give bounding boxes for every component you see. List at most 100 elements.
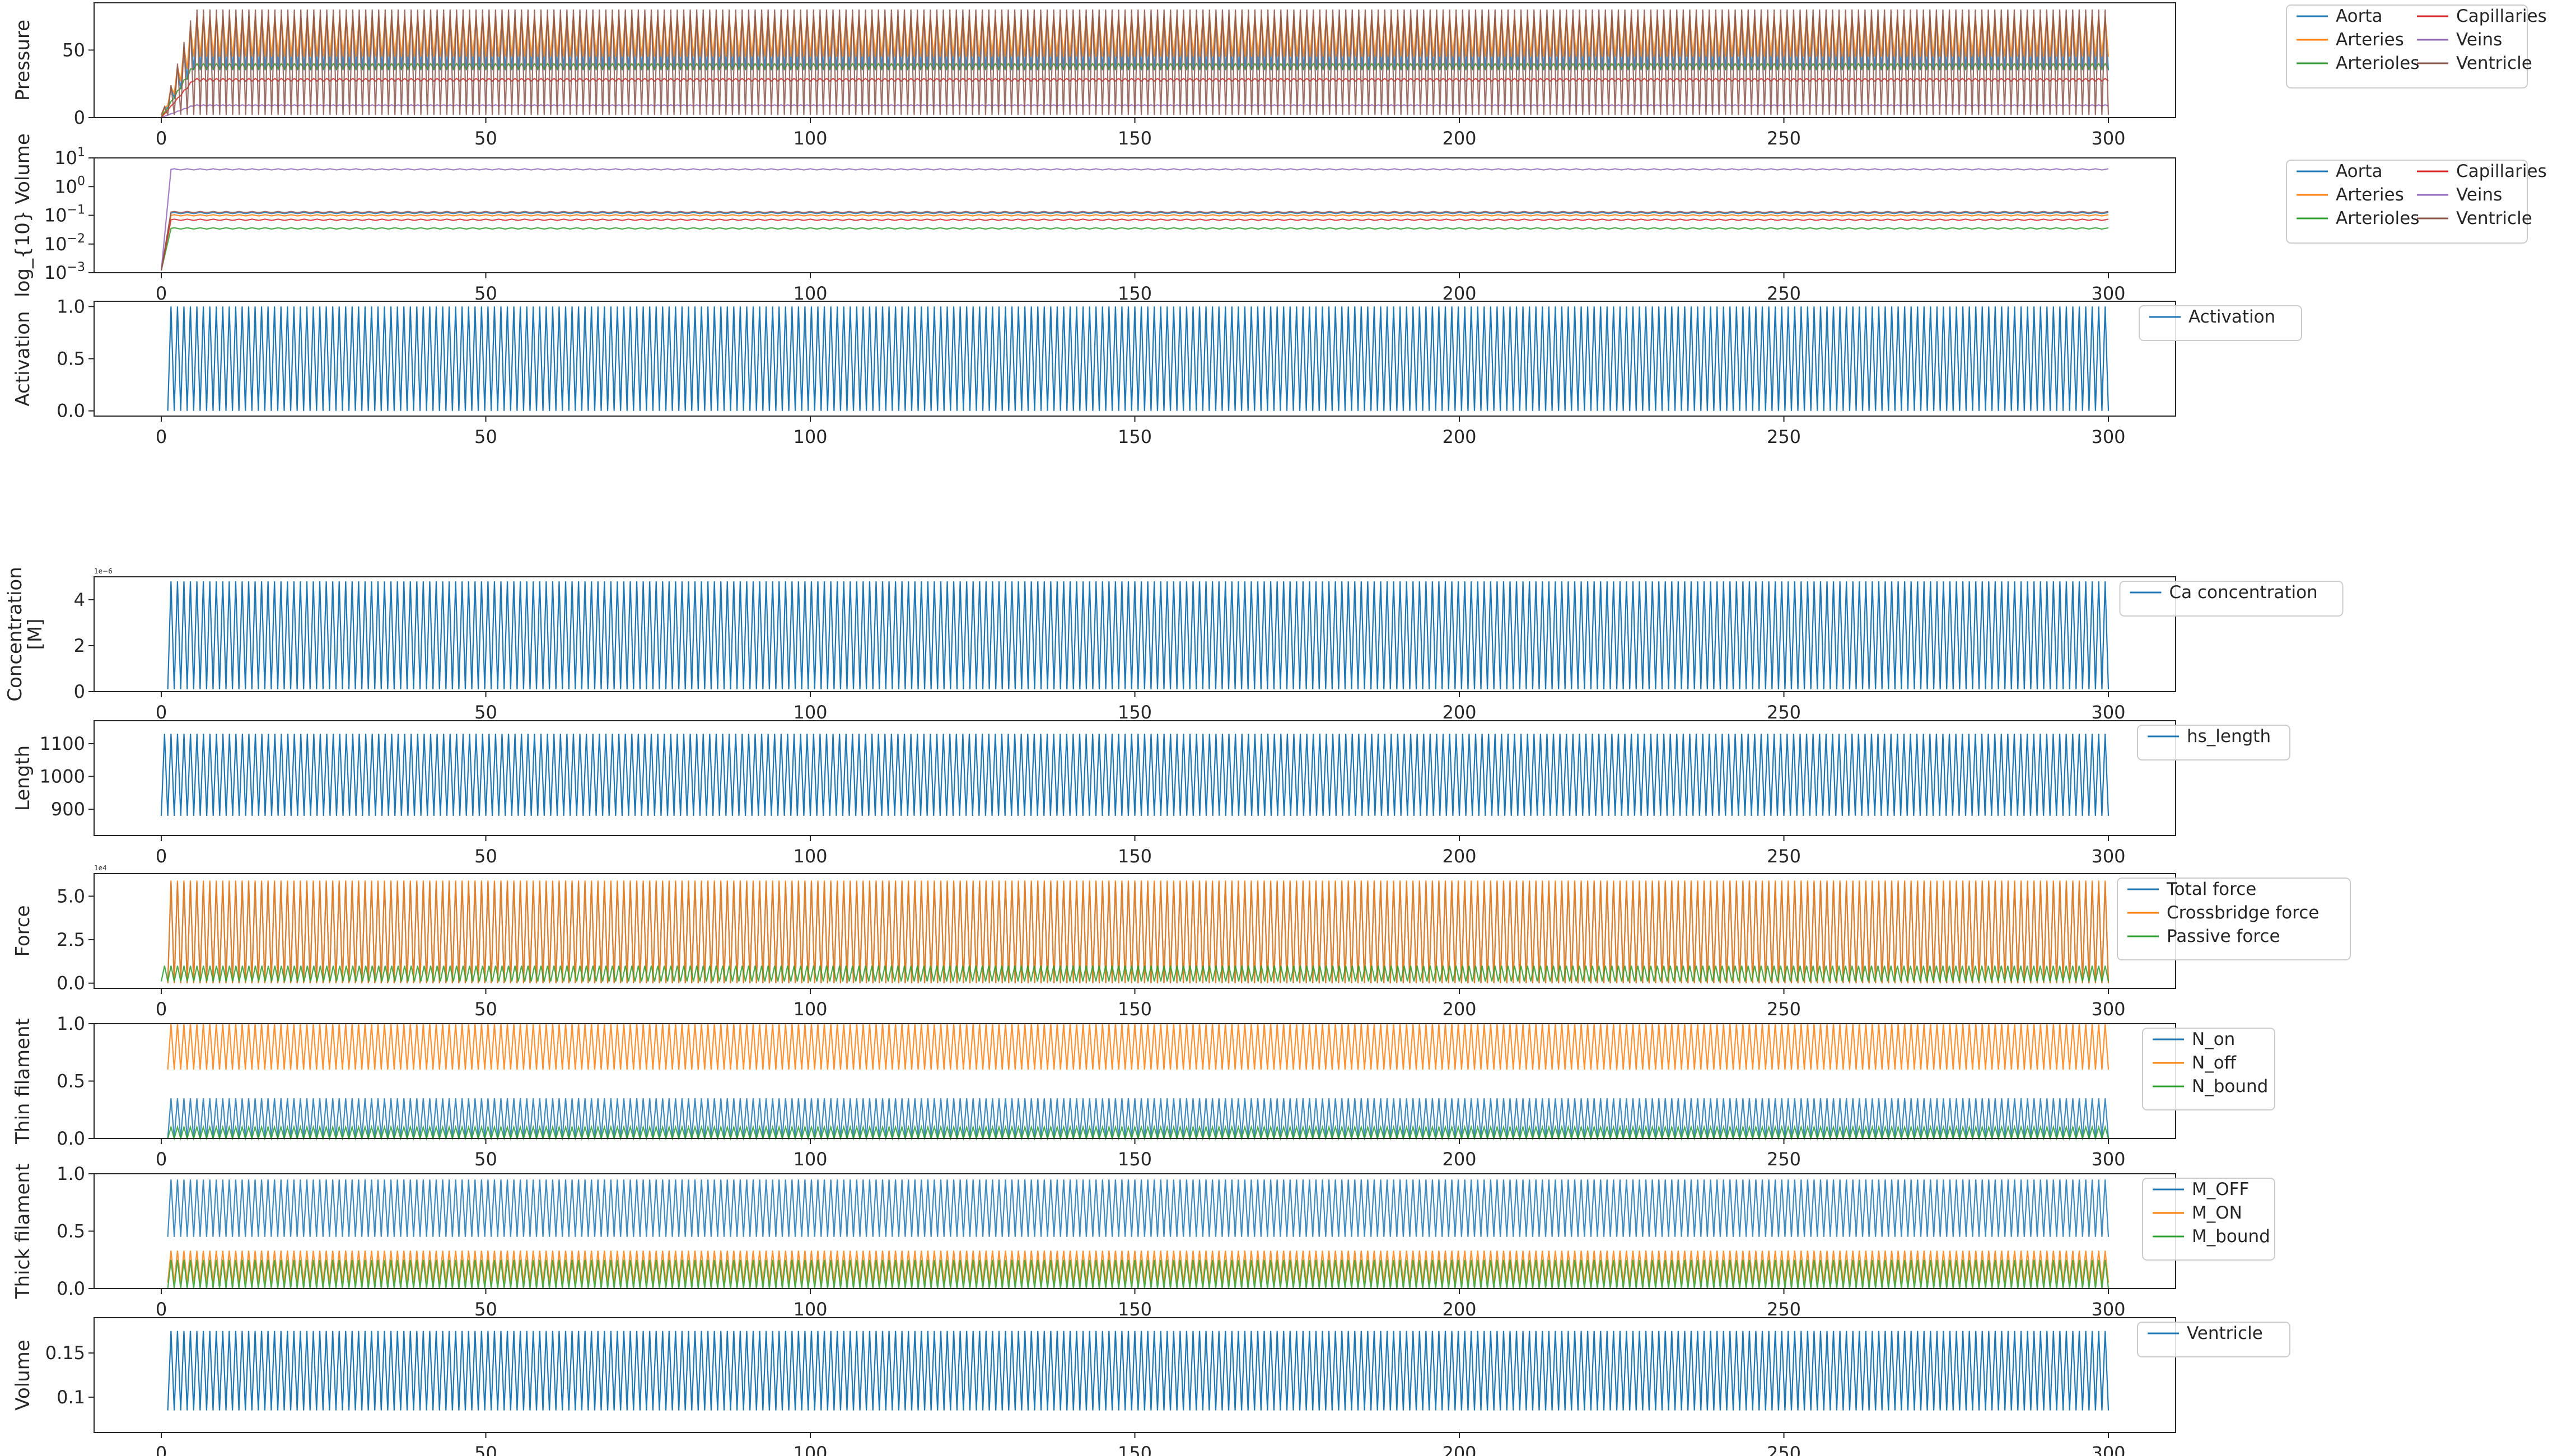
x-tick-label: 100: [793, 1299, 827, 1320]
y-tick-label: 1100: [40, 733, 85, 754]
series-line: [160, 211, 2109, 271]
y-tick-label: 10−3: [44, 260, 85, 283]
legend-entry: Arterioles: [2336, 53, 2419, 73]
x-tick-label: 300: [2091, 426, 2125, 447]
series-m-on: [167, 1250, 2110, 1283]
series-line: [167, 306, 2110, 411]
x-tick-label: 300: [2091, 846, 2125, 867]
series-aorta: [160, 212, 2109, 271]
legend-frame: [2137, 725, 2290, 760]
x-tick-label: 0: [156, 998, 167, 1020]
y-tick-label: 0.5: [57, 348, 85, 370]
series-line: [167, 1098, 2110, 1139]
x-tick-label: 150: [1118, 846, 1152, 867]
y-tick-label: 0: [74, 107, 85, 128]
legend-entry: Ventricle: [2456, 208, 2532, 228]
x-tick-label: 100: [793, 283, 827, 304]
legend-entry: Capillaries: [2456, 161, 2547, 181]
legend-entry: Ventricle: [2456, 53, 2532, 73]
x-tick-label: 0: [156, 1149, 167, 1170]
series-crossbridge-force: [167, 880, 2110, 983]
legend: M_OFF M_ON M_bound: [2142, 1178, 2275, 1261]
series-m-bound: [167, 1259, 2110, 1289]
y-tick-label: 0.15: [45, 1342, 85, 1364]
x-tick-label: 250: [1767, 998, 1801, 1020]
y-axis-label: Activation: [12, 311, 34, 406]
series-passive-force: [160, 965, 2110, 982]
legend-frame: [2286, 160, 2528, 244]
x-tick-label: 200: [1442, 128, 1476, 149]
legend: Aorta Arteries Arterioles Capillaries Veins V…: [2286, 4, 2547, 88]
x-tick-label: 50: [474, 426, 497, 447]
y-tick-label: 0.5: [57, 1071, 85, 1092]
series-line: [161, 77, 2109, 118]
x-tick-label: 100: [793, 1443, 827, 1456]
panel-9: 0 50 100 150 200 250 300 0.1 0.15 Volume Ventricle: [12, 1317, 2290, 1456]
y-tick-label: 101: [54, 146, 85, 169]
x-tick-label: 50: [474, 283, 497, 304]
legend: Ca concentration: [2119, 581, 2344, 617]
x-tick-label: 100: [793, 1149, 827, 1170]
x-tick-label: 200: [1442, 1443, 1476, 1456]
legend-entry: Ca concentration: [2169, 582, 2318, 603]
y-tick-label: 4: [74, 589, 85, 610]
series-line: [160, 16, 2110, 118]
panel-3: 0 50 100 150 200 250 300 0.0 0.5 1.0 Activation Act…: [12, 296, 2302, 447]
legend: Total force Crossbridge force Passive forc…: [2117, 878, 2351, 960]
legend-entry: M_ON: [2192, 1203, 2242, 1223]
series-ventricle: [160, 10, 2110, 115]
series-aorta: [160, 16, 2110, 118]
legend: Activation: [2139, 305, 2302, 341]
legend: Ventricle: [2137, 1322, 2290, 1357]
series-line: [167, 1179, 2110, 1237]
axis-exponent: 1e4: [94, 864, 107, 872]
series-line: [167, 1250, 2110, 1283]
series-line: [167, 880, 2110, 983]
x-tick-label: 50: [474, 128, 497, 149]
x-tick-label: 250: [1767, 1443, 1801, 1456]
legend-entry: Aorta: [2336, 161, 2383, 181]
x-tick-label: 100: [793, 998, 827, 1020]
y-axis-label: Volume: [12, 1340, 34, 1410]
panel-6: 0 50 100 150 200 250 300 0.0 2.5 5.0 1e4 Force Total…: [12, 864, 2351, 1020]
legend-entry: N_off: [2192, 1053, 2237, 1073]
series-arterioles: [161, 62, 2109, 118]
y-tick-label: 2.5: [57, 929, 85, 950]
x-tick-label: 200: [1442, 426, 1476, 447]
series-line: [167, 1259, 2110, 1289]
panel-2: 0 50 100 150 200 250 300 101 100 10−1 10−2 10−3 log_…: [12, 133, 2547, 304]
legend-entry: M_OFF: [2192, 1179, 2249, 1200]
series-line: [160, 218, 2109, 271]
x-tick-label: 100: [793, 426, 827, 447]
x-tick-label: 50: [474, 702, 497, 723]
x-tick-label: 300: [2091, 1299, 2125, 1320]
legend-frame: [2139, 305, 2302, 341]
y-axis-label: Force: [12, 906, 34, 957]
x-tick-label: 0: [156, 702, 167, 723]
panel-5: 0 50 100 150 200 250 300 900 1000 1100 Length hs_le…: [12, 720, 2290, 867]
series-line: [161, 62, 2109, 118]
legend-entry: N_bound: [2192, 1076, 2268, 1096]
y-tick-label: 10−2: [44, 232, 85, 255]
y-tick-label: 0.1: [57, 1387, 85, 1408]
legend-entry: hs_length: [2187, 726, 2271, 746]
series-line: [160, 212, 2109, 271]
y-tick-label: 50: [62, 39, 85, 60]
y-tick-label: 5.0: [57, 885, 85, 907]
x-tick-label: 150: [1118, 128, 1152, 149]
legend-entry: Veins: [2456, 30, 2502, 50]
y-tick-label: 0.0: [57, 1278, 85, 1299]
x-tick-label: 0: [156, 846, 167, 867]
x-tick-label: 250: [1767, 702, 1801, 723]
x-tick-label: 0: [156, 426, 167, 447]
y-tick-label: 0: [74, 681, 85, 702]
series-ventricle: [160, 211, 2109, 271]
legend-entry: Activation: [2188, 307, 2275, 327]
y-axis-label: log_{10} Volume: [12, 133, 34, 297]
x-tick-label: 150: [1118, 426, 1152, 447]
x-tick-label: 0: [156, 1443, 167, 1456]
legend-frame: [2117, 878, 2351, 960]
x-tick-label: 150: [1118, 1149, 1152, 1170]
y-tick-label: 100: [54, 174, 85, 197]
